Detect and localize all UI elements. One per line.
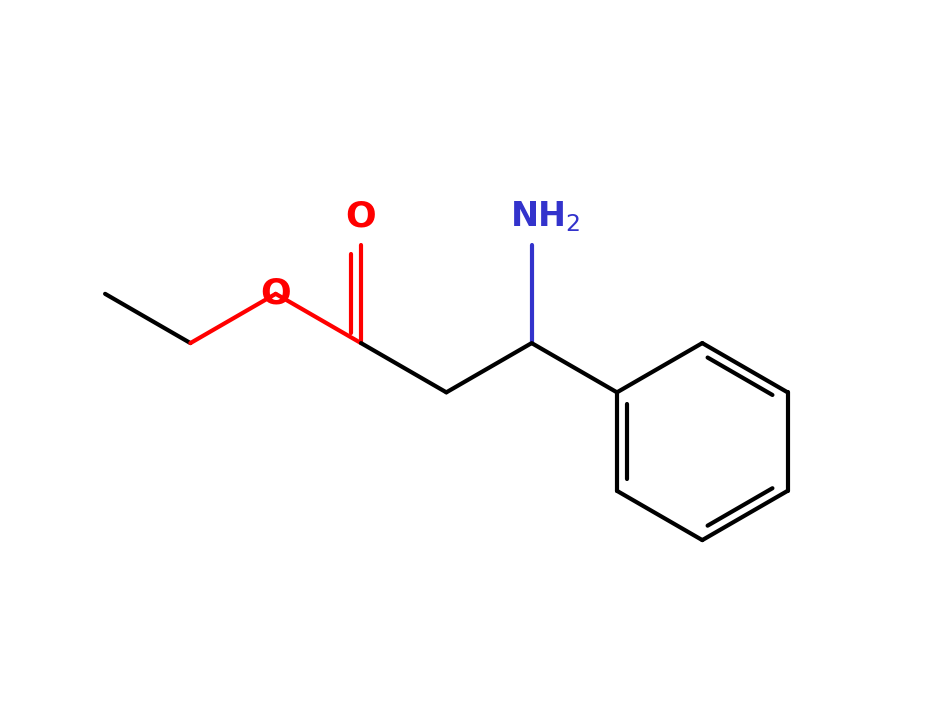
Text: NH$_2$: NH$_2$ [509,199,579,234]
Text: O: O [345,200,376,234]
Text: O: O [260,277,291,311]
